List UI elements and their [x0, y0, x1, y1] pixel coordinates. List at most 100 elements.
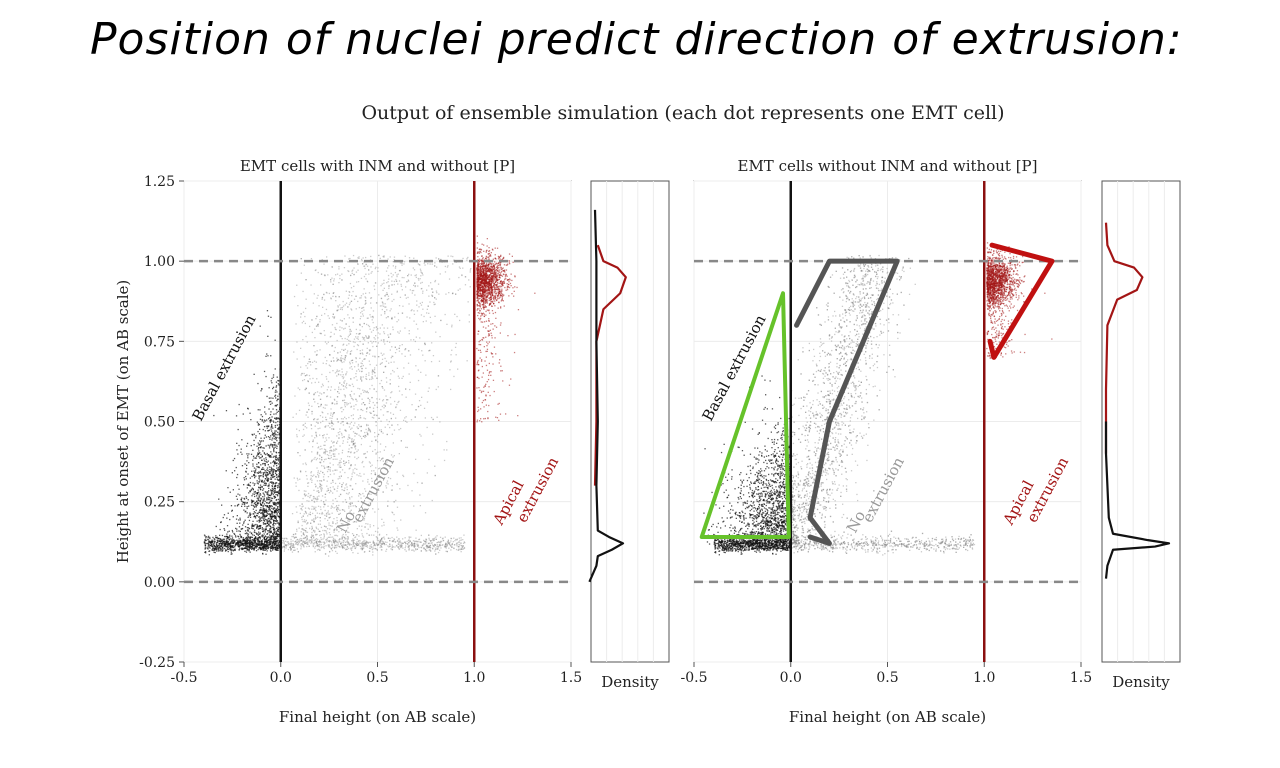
- data-point: [251, 500, 253, 502]
- data-point: [379, 451, 381, 453]
- data-point: [230, 505, 233, 507]
- data-point: [399, 269, 401, 272]
- data-point: [426, 426, 428, 429]
- data-point: [414, 285, 416, 288]
- data-point: [329, 365, 332, 367]
- data-point: [272, 420, 274, 422]
- data-point: [306, 545, 308, 548]
- data-point: [336, 458, 338, 460]
- data-point: [339, 277, 341, 280]
- data-point: [439, 545, 441, 547]
- data-point: [245, 478, 247, 480]
- data-point: [330, 408, 332, 410]
- data-point: [326, 395, 329, 397]
- data-point: [380, 539, 382, 541]
- data-point: [324, 356, 326, 359]
- data-point: [335, 550, 337, 553]
- data-point: [302, 532, 305, 534]
- data-point: [396, 506, 399, 508]
- data-point: [208, 554, 210, 556]
- data-point: [350, 451, 352, 453]
- data-point: [365, 302, 367, 304]
- data-point: [336, 490, 338, 492]
- data-point: [343, 349, 345, 351]
- data-point: [302, 424, 304, 426]
- data-point: [253, 513, 255, 515]
- data-point: [350, 287, 353, 289]
- data-point: [295, 536, 297, 538]
- data-point: [458, 276, 460, 279]
- data-point: [383, 521, 385, 524]
- data-point: [216, 546, 218, 548]
- data-point: [240, 451, 242, 453]
- data-point: [385, 548, 388, 550]
- data-point: [275, 542, 278, 544]
- data-point: [337, 507, 339, 509]
- data-point: [356, 542, 358, 545]
- data-point: [330, 440, 333, 442]
- data-point: [243, 522, 245, 524]
- data-point: [346, 541, 348, 543]
- data-point: [243, 521, 245, 523]
- data-point: [246, 502, 248, 504]
- data-point: [430, 282, 432, 284]
- data-point: [456, 538, 458, 540]
- data-point: [218, 498, 220, 500]
- data-point: [355, 357, 357, 359]
- data-point: [333, 445, 335, 447]
- data-point: [356, 370, 358, 372]
- data-point: [414, 548, 417, 550]
- data-point: [308, 500, 310, 502]
- data-point: [414, 416, 416, 418]
- data-point: [276, 434, 278, 436]
- data-point: [297, 520, 299, 522]
- data-point: [271, 526, 273, 529]
- data-point: [376, 478, 378, 480]
- data-point: [251, 532, 253, 534]
- data-point: [388, 336, 390, 338]
- data-point: [426, 545, 428, 547]
- data-point: [302, 435, 304, 437]
- data-point: [329, 469, 331, 471]
- data-point: [317, 490, 319, 492]
- data-point: [333, 412, 335, 414]
- data-point: [305, 527, 307, 529]
- data-point: [348, 325, 350, 328]
- data-point: [318, 541, 320, 543]
- data-point: [348, 507, 350, 509]
- data-point: [402, 547, 404, 549]
- data-point: [409, 289, 411, 291]
- data-point: [383, 371, 385, 373]
- page-heading: Position of nuclei predict direction of …: [90, 14, 1183, 65]
- data-point: [270, 400, 272, 403]
- data-point: [359, 425, 361, 428]
- data-point: [336, 440, 339, 442]
- data-point: [236, 473, 239, 476]
- data-point: [341, 306, 344, 309]
- data-point: [266, 476, 268, 478]
- data-point: [347, 297, 350, 299]
- data-point: [324, 553, 327, 555]
- data-point: [366, 431, 368, 433]
- data-point: [324, 503, 326, 505]
- data-point: [376, 539, 378, 541]
- data-point: [330, 360, 332, 362]
- data-point: [383, 538, 386, 540]
- data-point: [306, 374, 308, 376]
- data-point: [237, 504, 239, 506]
- data-point: [298, 527, 300, 529]
- data-point: [320, 405, 322, 407]
- data-point: [412, 289, 415, 292]
- data-point: [434, 548, 437, 551]
- data-point: [371, 440, 373, 442]
- data-point: [327, 457, 330, 459]
- data-point: [354, 435, 356, 437]
- data-point: [373, 542, 375, 544]
- data-point: [389, 256, 391, 258]
- data-point: [342, 385, 345, 387]
- data-point: [415, 458, 417, 460]
- data-point: [362, 435, 365, 437]
- data-point: [262, 463, 264, 465]
- data-point: [236, 498, 238, 500]
- data-point: [327, 386, 330, 388]
